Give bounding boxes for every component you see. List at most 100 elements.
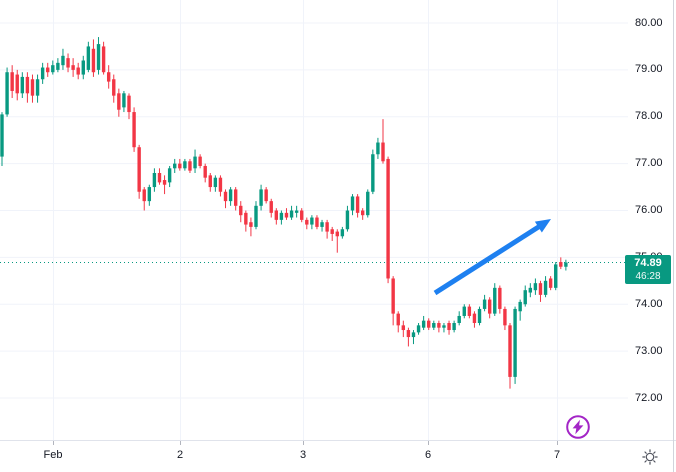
- candle-body: [20, 76, 25, 94]
- boost-lightning-icon[interactable]: [564, 413, 592, 441]
- candle-body: [279, 212, 284, 220]
- candle-body: [447, 323, 451, 331]
- price-axis-label: 80.00: [635, 16, 663, 29]
- time-axis-tick: [428, 441, 429, 445]
- candle-body: [198, 156, 202, 166]
- candle-body: [223, 191, 228, 202]
- candle-body: [142, 189, 146, 202]
- gear-icon[interactable]: [641, 448, 659, 466]
- candle-body: [294, 210, 299, 213]
- candle-body: [259, 189, 263, 206]
- price-axis-label: 72.00: [635, 391, 663, 404]
- candle-body: [482, 299, 487, 309]
- candle-body: [300, 210, 304, 220]
- price-axis[interactable]: 72.0073.0074.0075.0076.0077.0078.0079.00…: [625, 0, 673, 440]
- candle-body: [518, 301, 522, 312]
- candle-body: [305, 219, 309, 225]
- time-axis-label: 3: [299, 449, 307, 461]
- candle-body: [40, 67, 45, 80]
- time-axis-tick: [53, 441, 54, 445]
- candle-body: [157, 173, 162, 183]
- candle-body: [528, 287, 533, 293]
- candle-body: [457, 315, 461, 323]
- price-axis-label: 73.00: [635, 344, 663, 357]
- current-price-value: 74.89: [634, 257, 662, 270]
- candle-body: [239, 205, 243, 216]
- candle-body: [46, 67, 50, 73]
- candle-body: [330, 229, 334, 234]
- candle-body: [462, 306, 466, 316]
- candle-body: [254, 205, 258, 227]
- candle-body: [548, 278, 553, 288]
- trend-arrow-shaft[interactable]: [433, 223, 543, 296]
- candle-body: [0, 114, 4, 157]
- candle-body: [61, 55, 65, 66]
- candle-body: [56, 62, 60, 70]
- candle-body: [371, 154, 375, 192]
- candle-body: [117, 93, 121, 110]
- candle-body: [386, 158, 390, 279]
- candle-body: [233, 189, 238, 206]
- candle-body: [213, 177, 218, 188]
- candle-body: [350, 196, 355, 211]
- candle-body: [5, 72, 9, 115]
- candle-body: [360, 210, 365, 216]
- candle-body: [381, 142, 385, 162]
- candle-body: [406, 330, 411, 338]
- candle-body: [437, 323, 441, 328]
- candle-body: [554, 264, 558, 288]
- candle-body: [564, 262, 568, 267]
- time-axis[interactable]: Feb 2 3 6 7: [0, 440, 676, 472]
- candle-body: [188, 161, 192, 171]
- time-axis-label: 7: [553, 449, 561, 461]
- price-axis-label: 76.00: [635, 204, 663, 216]
- candle-body: [112, 79, 116, 96]
- candle-body: [122, 93, 126, 108]
- candle-body: [183, 161, 187, 169]
- candle-body: [66, 58, 70, 68]
- candle-body: [411, 332, 416, 338]
- candle-body: [76, 67, 80, 75]
- candle-body: [218, 177, 223, 192]
- price-axis-label: 79.00: [635, 63, 663, 76]
- time-axis-label: 6: [424, 449, 432, 461]
- candle-body: [132, 112, 136, 148]
- panel-right-border: [673, 0, 674, 472]
- candle-body: [137, 147, 141, 192]
- candle-body: [335, 231, 339, 237]
- candle-body: [325, 222, 329, 232]
- candle-body: [543, 280, 548, 295]
- chart-plot-area[interactable]: [0, 0, 628, 440]
- candle-body: [345, 210, 350, 230]
- candle-body: [96, 44, 101, 70]
- candle-body: [71, 65, 75, 70]
- candle-body: [513, 308, 517, 377]
- time-axis-tick: [180, 441, 181, 445]
- trend-arrow-head[interactable]: [534, 219, 551, 233]
- candle-body: [173, 163, 177, 169]
- bar-close-countdown: 46:28: [635, 271, 661, 283]
- candle-body: [25, 76, 30, 94]
- candle-body: [35, 79, 40, 96]
- price-axis-label: 78.00: [635, 110, 663, 123]
- candle-body: [91, 48, 96, 73]
- candle-body: [15, 74, 19, 94]
- candle-body: [274, 210, 279, 220]
- candle-body: [538, 283, 543, 295]
- candle-body: [147, 187, 152, 202]
- candle-body: [523, 290, 527, 305]
- candle-body: [467, 306, 472, 316]
- candle-body: [452, 323, 456, 331]
- candle-body: [310, 217, 314, 225]
- candle-body: [498, 287, 502, 309]
- candle-body: [533, 283, 538, 291]
- candle-body: [81, 60, 85, 75]
- candle-body: [289, 210, 294, 218]
- current-price-badge: 74.89 46:28: [625, 255, 671, 285]
- candle-body: [127, 95, 131, 113]
- time-axis-tick: [557, 441, 558, 445]
- candle-body: [152, 173, 157, 188]
- candle-body: [472, 313, 477, 323]
- candle-body: [249, 222, 253, 227]
